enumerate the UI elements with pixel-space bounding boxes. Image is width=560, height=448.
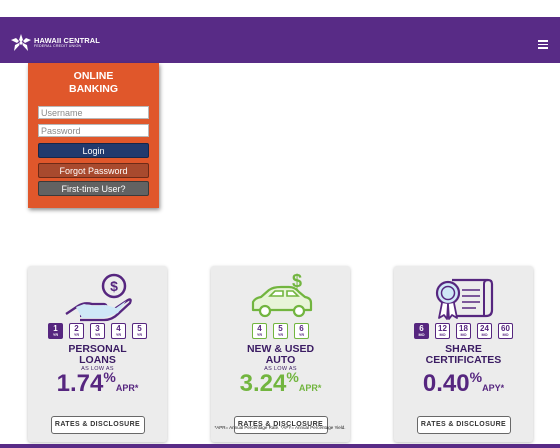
share-certificates-card: 6 MO 12 MO 18 MO 24 MO 60 MO SHARE CERTIFICATES 0… [394,266,533,442]
login-title-line2: BANKING [69,83,118,95]
term-unit: YR [52,333,59,337]
rate-suffix: APY* [482,383,505,393]
rate-percent: % [103,369,116,385]
rate-display: 3.24%APR* [211,369,350,398]
logo[interactable]: HAWAII CENTRAL FEDERAL CREDIT UNION [11,34,100,52]
term-option[interactable]: 24 MO [477,323,492,339]
personal-loans-card: $ 1 YR 2 YR 3 YR 4 YR 5 YR PERSONAL LOANS AS LOW … [28,266,167,442]
rates-disclosure-button[interactable]: RATES & DISCLOSURE [50,416,145,434]
term-selector: 6 MO 12 MO 18 MO 24 MO 60 MO [394,323,533,339]
term-unit: MO [439,333,446,337]
title-line2: AUTO [265,354,296,366]
auto-loans-card: $ 4 YR 5 YR 6 YR NEW & USED AUTO AS LOW AS 3.… [211,266,350,442]
car-dollar-icon: $ [251,271,312,318]
term-number: 4 [257,324,262,333]
logo-line1: HAWAII CENTRAL [34,35,100,45]
svg-text:$: $ [291,271,301,291]
hand-dollar-icon: $ [64,273,132,322]
term-unit: YR [136,333,143,337]
title-line1: PERSONAL [68,343,127,355]
rates-disclosure-button[interactable]: RATES & DISCLOSURE [233,416,328,434]
term-option[interactable]: 5 YR [132,323,147,339]
rate-suffix: APR* [298,383,322,393]
term-unit: YR [298,333,305,337]
term-option[interactable]: 4 YR [111,323,126,339]
site-header: HAWAII CENTRAL FEDERAL CREDIT UNION [0,17,560,63]
top-spacer [0,0,560,17]
title-line2: LOANS [79,354,116,366]
term-unit: YR [256,333,263,337]
login-title-line1: ONLINE [73,70,114,82]
as-low-as-label: AS LOW AS [264,366,297,372]
term-unit: MO [418,333,425,337]
first-time-user-button[interactable]: First-time User? [38,181,149,196]
term-option[interactable]: 12 MO [435,323,450,339]
forgot-password-button[interactable]: Forgot Password [38,163,149,178]
rate-percent: % [286,369,299,385]
term-option[interactable]: 6 MO [414,323,429,339]
term-unit: MO [481,333,488,337]
term-number: 18 [459,324,468,333]
term-number: 12 [438,324,447,333]
rate-display: 1.74%APR* [28,369,167,398]
term-option[interactable]: 1 YR [48,323,63,339]
card-title: SHARE CERTIFICATES [394,344,533,366]
rate-value: 0.40 [422,370,470,397]
hibiscus-logo-icon [11,34,31,51]
title-line1: SHARE [445,343,482,355]
term-unit: MO [460,333,467,337]
term-unit: YR [277,333,284,337]
rate-value: 3.24 [239,370,287,397]
logo-line2: FEDERAL CREDIT UNION [34,44,82,49]
login-button[interactable]: Login [38,143,149,158]
card-title: NEW & USED AUTO [211,344,350,366]
svg-text:$: $ [110,278,118,294]
term-option[interactable]: 5 YR [273,323,288,339]
term-number: 3 [95,324,100,333]
term-option[interactable]: 18 MO [456,323,471,339]
certificate-icon [435,278,493,320]
title-line2: CERTIFICATES [425,354,502,366]
rate-percent: % [469,369,483,385]
rate-suffix: APR* [115,383,139,393]
term-unit: YR [73,333,80,337]
term-number: 6 [419,324,424,333]
rate-value: 1.74 [56,370,104,397]
term-option[interactable]: 2 YR [69,323,84,339]
term-number: 1 [53,324,58,333]
bottom-bar [0,444,560,448]
term-option[interactable]: 60 MO [498,323,513,339]
as-low-as-label: AS LOW AS [81,366,114,372]
term-number: 5 [137,324,142,333]
term-number: 24 [480,324,489,333]
term-unit: MO [502,333,509,337]
term-selector: 1 YR 2 YR 3 YR 4 YR 5 YR [28,323,167,339]
term-option[interactable]: 6 YR [294,323,309,339]
username-input[interactable] [38,106,149,119]
online-banking-card: ONLINE BANKING Login Forgot Password Fir… [28,63,159,208]
term-number: 6 [299,324,304,333]
rate-footnote: *APR= Annual Percentage Rate. *APY= Annu… [214,425,346,430]
term-number: 5 [278,324,283,333]
term-selector: 4 YR 5 YR 6 YR [211,323,350,339]
term-number: 4 [116,324,121,333]
term-number: 2 [74,324,79,333]
hamburger-icon[interactable] [538,40,548,49]
rates-disclosure-button[interactable]: RATES & DISCLOSURE [416,416,511,434]
title-line1: NEW & USED [246,343,315,355]
term-unit: YR [94,333,101,337]
online-banking-title: ONLINE BANKING [28,70,159,96]
password-input[interactable] [38,124,149,137]
term-option[interactable]: 3 YR [90,323,105,339]
term-option[interactable]: 4 YR [252,323,267,339]
term-unit: YR [115,333,122,337]
term-number: 60 [501,324,510,333]
rate-display: 0.40%APY* [394,369,533,398]
card-title: PERSONAL LOANS [28,344,167,366]
